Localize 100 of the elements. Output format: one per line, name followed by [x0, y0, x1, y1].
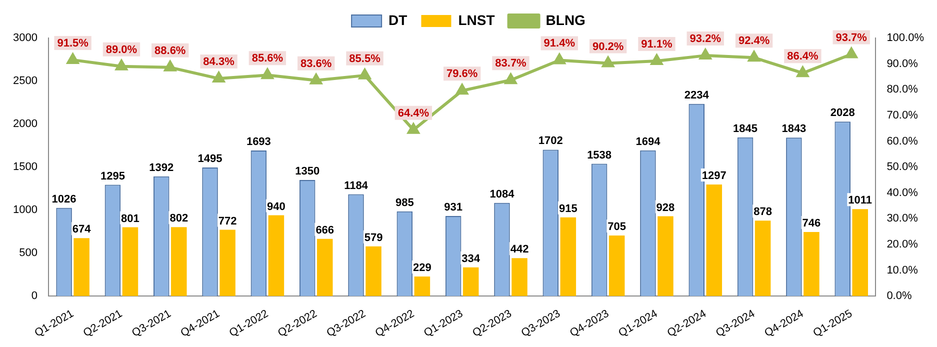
bar [268, 215, 284, 296]
data-label: 229 [413, 262, 432, 274]
y2-tick-label: 70.0% [886, 109, 918, 122]
data-label: 1011 [848, 194, 872, 207]
bar [512, 258, 528, 296]
data-label: 85.6% [252, 52, 284, 65]
y2-tick-label: 40.0% [886, 186, 918, 199]
data-label: 442 [510, 244, 529, 256]
bar [608, 235, 625, 296]
bar [366, 246, 382, 296]
y-tick-label: 3000 [12, 32, 38, 44]
data-label: 1538 [587, 149, 612, 162]
point [846, 48, 858, 58]
data-label: 83.6% [300, 58, 332, 70]
data-label: 2234 [684, 89, 710, 102]
data-label: 91.5% [57, 37, 89, 50]
data-label: 772 [218, 215, 237, 228]
data-label: 79.6% [446, 68, 478, 80]
point [602, 56, 614, 68]
data-label: 83.7% [495, 58, 527, 70]
y-tick-label: 1000 [12, 204, 38, 216]
data-label: 85.5% [349, 52, 381, 65]
data-label: 802 [170, 212, 188, 225]
data-label: 1693 [246, 136, 271, 148]
data-label: 1392 [149, 162, 174, 174]
data-label: 801 [121, 212, 140, 225]
data-label: 931 [444, 202, 462, 214]
bar [462, 267, 479, 296]
y-tick-label: 2500 [12, 75, 38, 88]
data-label: 89.0% [106, 44, 138, 56]
data-label: 1350 [295, 166, 320, 178]
data-label: 84.3% [203, 56, 235, 68]
data-label: 915 [558, 202, 578, 215]
y2-tick-label: 90.0% [886, 58, 918, 70]
bar [754, 220, 771, 296]
data-label: 940 [267, 200, 286, 213]
point [700, 49, 712, 60]
data-label: 334 [462, 252, 481, 265]
bar [706, 184, 722, 296]
legend-label: LNST [458, 12, 496, 28]
data-label: 579 [364, 232, 383, 244]
data-label: 1026 [52, 193, 76, 206]
data-label: 1843 [782, 123, 806, 136]
legend-label: DT [388, 12, 408, 28]
data-label: 1084 [490, 188, 516, 200]
point [358, 68, 371, 80]
point [650, 54, 663, 65]
point [796, 66, 809, 78]
point [164, 60, 176, 72]
point [504, 74, 517, 84]
legend-label: BLNG [546, 12, 586, 28]
data-label: 93.2% [690, 33, 722, 46]
bar [316, 238, 333, 296]
y2-tick-label: 10.0% [886, 264, 918, 276]
data-label: 1295 [100, 170, 125, 182]
bar [804, 232, 820, 296]
data-label: 1495 [198, 153, 222, 166]
point [262, 68, 274, 80]
point [748, 51, 760, 62]
bar [414, 276, 430, 296]
data-label: 64.4% [398, 107, 430, 120]
y2-tick-label: 60.0% [886, 135, 918, 148]
point [116, 60, 128, 70]
point [212, 72, 225, 83]
data-label: 90.2% [592, 40, 624, 53]
bar [74, 238, 90, 296]
data-label: 91.1% [641, 38, 673, 51]
y2-tick-label: 80.0% [886, 84, 918, 96]
point [310, 74, 322, 84]
data-label: 746 [802, 218, 821, 230]
data-label: 91.4% [544, 38, 576, 50]
y2-tick-label: 50.0% [886, 161, 918, 174]
point [554, 54, 566, 64]
data-label: 666 [316, 224, 334, 236]
y2-tick-label: 30.0% [886, 212, 918, 225]
data-label: 2028 [830, 107, 855, 120]
y2-tick-label: 20.0% [886, 238, 918, 251]
data-label: 1702 [538, 135, 563, 148]
data-label: 1297 [702, 170, 726, 182]
data-label: 86.4% [787, 50, 819, 63]
data-label: 878 [754, 206, 772, 218]
data-label: 1694 [636, 136, 662, 148]
data-label: 1184 [344, 180, 369, 192]
data-label: 88.6% [154, 44, 186, 57]
data-label: 674 [72, 224, 92, 236]
bar [560, 217, 576, 296]
data-label: 985 [395, 196, 414, 209]
point [66, 53, 79, 64]
point [408, 123, 420, 134]
data-label: 93.7% [836, 32, 868, 44]
bar [170, 227, 187, 296]
y-tick-label: 500 [19, 247, 38, 260]
bar [852, 209, 868, 296]
y-tick-label: 2000 [12, 118, 38, 130]
bar [658, 216, 674, 296]
bar [220, 230, 236, 296]
point [456, 84, 468, 95]
y-tick-label: 0 [31, 290, 38, 302]
y2-tick-label: 100.0% [886, 32, 924, 44]
y2-tick-label: 0.0% [886, 290, 912, 302]
